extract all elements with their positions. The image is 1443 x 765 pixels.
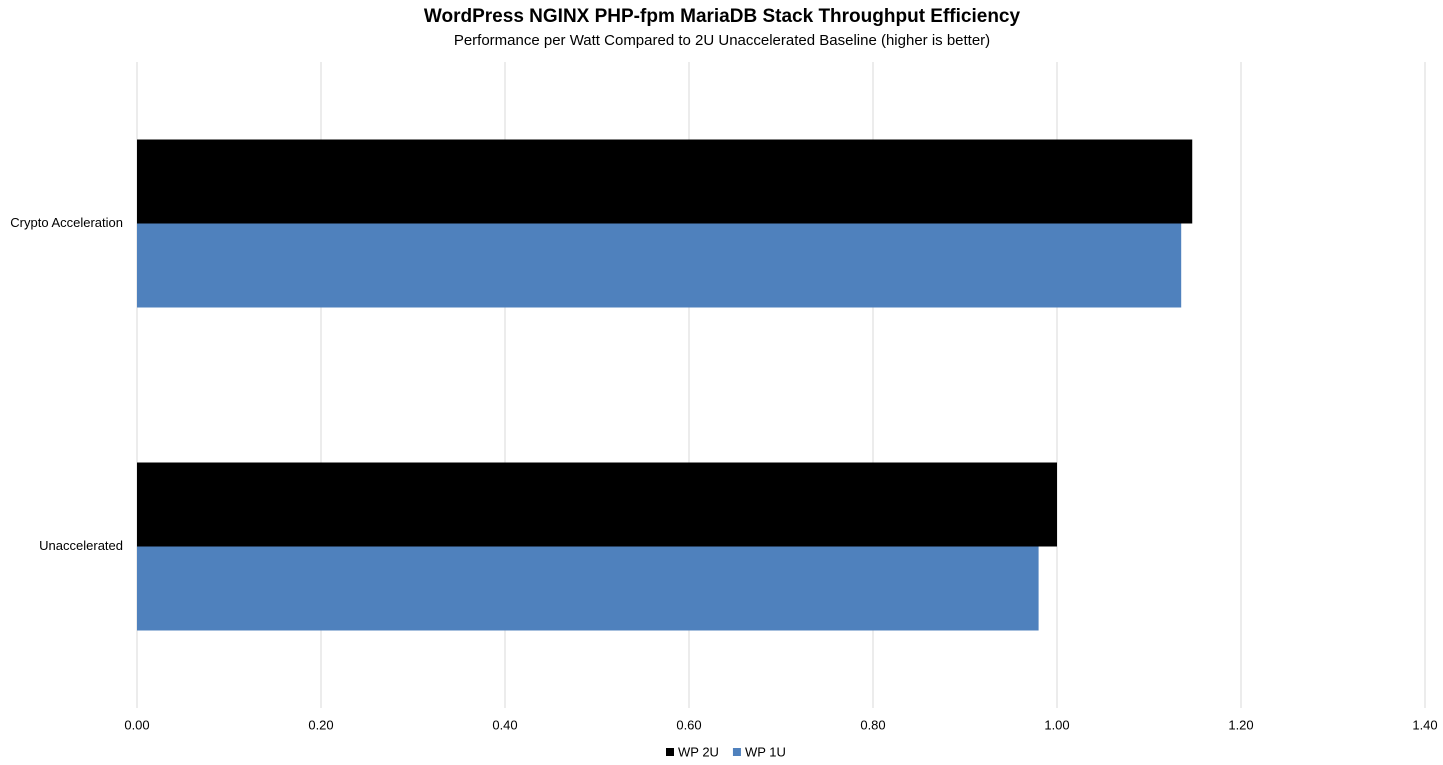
legend-label: WP 1U [745,744,786,759]
y-tick-label: Unaccelerated [39,538,123,553]
bar [137,462,1057,547]
chart-subtitle: Performance per Watt Compared to 2U Unac… [454,32,990,49]
x-tick-label: 0.60 [676,717,701,732]
y-tick-label: Crypto Acceleration [10,215,123,230]
x-tick-label: 1.00 [1044,717,1069,732]
chart-title: WordPress NGINX PHP-fpm MariaDB Stack Th… [424,6,1021,27]
x-tick-label: 0.80 [860,717,885,732]
bar [137,546,1039,631]
x-tick-label: 1.20 [1228,717,1253,732]
legend-label: WP 2U [678,744,719,759]
x-tick-label: 0.20 [308,717,333,732]
bar [137,139,1193,224]
bar [137,223,1182,308]
x-tick-label: 0.40 [492,717,517,732]
x-tick-label: 0.00 [124,717,149,732]
x-tick-label: 1.40 [1412,717,1437,732]
legend-swatch [732,748,741,756]
legend-swatch [666,748,674,756]
